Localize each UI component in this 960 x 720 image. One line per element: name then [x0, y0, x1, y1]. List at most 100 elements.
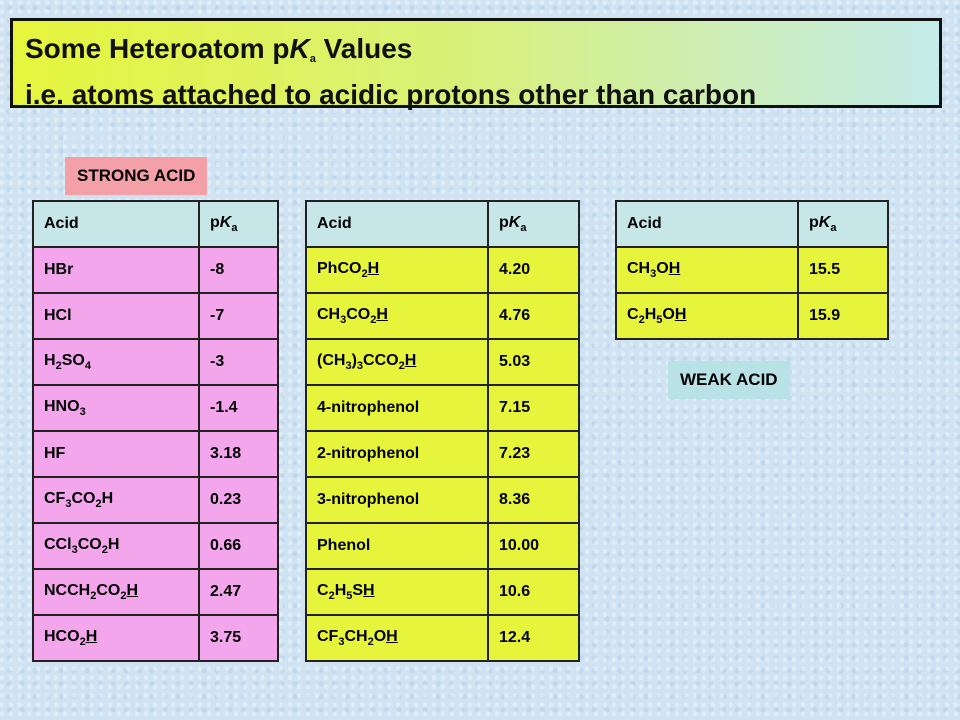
- italic-text: K: [508, 214, 521, 231]
- text: 0.23: [210, 491, 242, 508]
- title-line: i.e. atoms attached to acidic protons ot…: [25, 77, 939, 113]
- text: O: [662, 306, 675, 323]
- text: HF: [44, 445, 66, 462]
- subscript: 2: [328, 590, 335, 602]
- text: H: [107, 536, 120, 553]
- table-row: CCl3CO2H 0.66: [32, 522, 279, 570]
- text: 12.4: [499, 629, 531, 646]
- table-cell: 4-nitrophenol: [305, 384, 489, 432]
- text: CO: [77, 536, 102, 553]
- subscript: 2: [367, 636, 374, 648]
- table-cell: 15.5: [797, 246, 889, 294]
- text: 4.76: [499, 307, 531, 324]
- text: H: [101, 490, 114, 507]
- strong-acid-label: STRONG ACID: [65, 157, 208, 195]
- subscript: 2: [101, 544, 108, 556]
- table-cell: -8: [198, 246, 279, 294]
- table-cell: -3: [198, 338, 279, 386]
- text: CH: [627, 260, 651, 277]
- text: HNO: [44, 398, 80, 415]
- text: 10.6: [499, 583, 531, 600]
- subscript: 2: [638, 314, 645, 326]
- table-row: H2SO4 -3: [32, 338, 279, 386]
- text: CH: [317, 306, 341, 323]
- subscript: 3: [338, 636, 345, 648]
- subscript: 5: [656, 314, 663, 326]
- text: C: [317, 582, 329, 599]
- italic-text: K: [219, 214, 232, 231]
- subscript: a: [830, 222, 837, 234]
- table-cell: Phenol: [305, 522, 489, 570]
- table-row: 4-nitrophenol 7.15: [305, 384, 580, 432]
- subscript: 5: [346, 590, 353, 602]
- subscript: 2: [361, 268, 368, 280]
- text: p: [809, 214, 819, 231]
- acid-table: Acid pKa PhCO2H 4.20 CH3CO2H 4.76 (CH3)3CCO2H 5…: [305, 200, 580, 662]
- text: H: [334, 582, 347, 599]
- text: Acid: [317, 215, 352, 232]
- title-line: Some Heteroatom pKa Values: [25, 31, 939, 77]
- text: O: [656, 260, 669, 277]
- table-cell: 4.76: [487, 292, 580, 340]
- table-row: NCCH2CO2H 2.47: [32, 568, 279, 616]
- table-cell: 3.18: [198, 430, 279, 478]
- weak-acid-label: WEAK ACID: [668, 361, 790, 399]
- text: 3.18: [210, 445, 242, 462]
- table-cell: C2H5OH: [615, 292, 799, 340]
- text: 5.03: [499, 353, 531, 370]
- subscript: 2: [95, 498, 102, 510]
- text: Phenol: [317, 537, 371, 554]
- subscript: 2: [79, 636, 86, 648]
- table-cell: 0.66: [198, 522, 279, 570]
- subscript: a: [231, 222, 238, 234]
- text: 4-nitrophenol: [317, 399, 420, 416]
- subscript: a: [309, 53, 316, 65]
- table-row: C2H5OH 15.9: [615, 292, 889, 340]
- text: CO: [71, 490, 96, 507]
- text: CF: [317, 628, 339, 645]
- table-cell: pKa: [198, 200, 279, 248]
- table-cell: pKa: [797, 200, 889, 248]
- table-row: CH3OH 15.5: [615, 246, 889, 294]
- table-cell: -1.4: [198, 384, 279, 432]
- subscript: 2: [55, 360, 62, 372]
- text: p: [499, 214, 509, 231]
- table-row: HNO3 -1.4: [32, 384, 279, 432]
- text: 8.36: [499, 491, 531, 508]
- table-row: HF 3.18: [32, 430, 279, 478]
- table-cell: HF: [32, 430, 200, 478]
- table-row: Phenol 10.00: [305, 522, 580, 570]
- table-row: HCl -7: [32, 292, 279, 340]
- text: 0.66: [210, 537, 242, 554]
- table-cell: C2H5SH: [305, 568, 489, 616]
- table-row: 2-nitrophenol 7.23: [305, 430, 580, 478]
- table-row: HBr -8: [32, 246, 279, 294]
- subscript: 3: [345, 360, 352, 372]
- table-row: CF3CO2H 0.23: [32, 476, 279, 524]
- table-row: Acid pKa: [305, 200, 580, 248]
- table-cell: HCl: [32, 292, 200, 340]
- text: O: [373, 628, 387, 645]
- acid-table: Acid pKa HBr -8 HCl -7 H2SO4 -3 HNO3 -1.4 HF 3.18 CF…: [32, 200, 279, 662]
- table-cell: CH3CO2H: [305, 292, 489, 340]
- table-cell: 15.9: [797, 292, 889, 340]
- text: 2-nitrophenol: [317, 445, 420, 462]
- text: CO: [346, 306, 371, 323]
- table-row: CH3CO2H 4.76: [305, 292, 580, 340]
- text: S: [352, 582, 364, 599]
- text: CH: [344, 628, 368, 645]
- underlined-text: H: [386, 628, 398, 645]
- table-cell: HCO2H: [32, 614, 200, 662]
- table-row: (CH3)3CCO2H 5.03: [305, 338, 580, 386]
- table-cell: HBr: [32, 246, 200, 294]
- underlined-text: H: [376, 306, 388, 323]
- table-cell: Acid: [305, 200, 489, 248]
- subscript: 3: [65, 498, 72, 510]
- table-cell: 3-nitrophenol: [305, 476, 489, 524]
- table-cell: 10.00: [487, 522, 580, 570]
- text: 15.9: [809, 307, 841, 324]
- table-cell: 8.36: [487, 476, 580, 524]
- subscript: 2: [370, 314, 377, 326]
- text: 10.00: [499, 537, 540, 554]
